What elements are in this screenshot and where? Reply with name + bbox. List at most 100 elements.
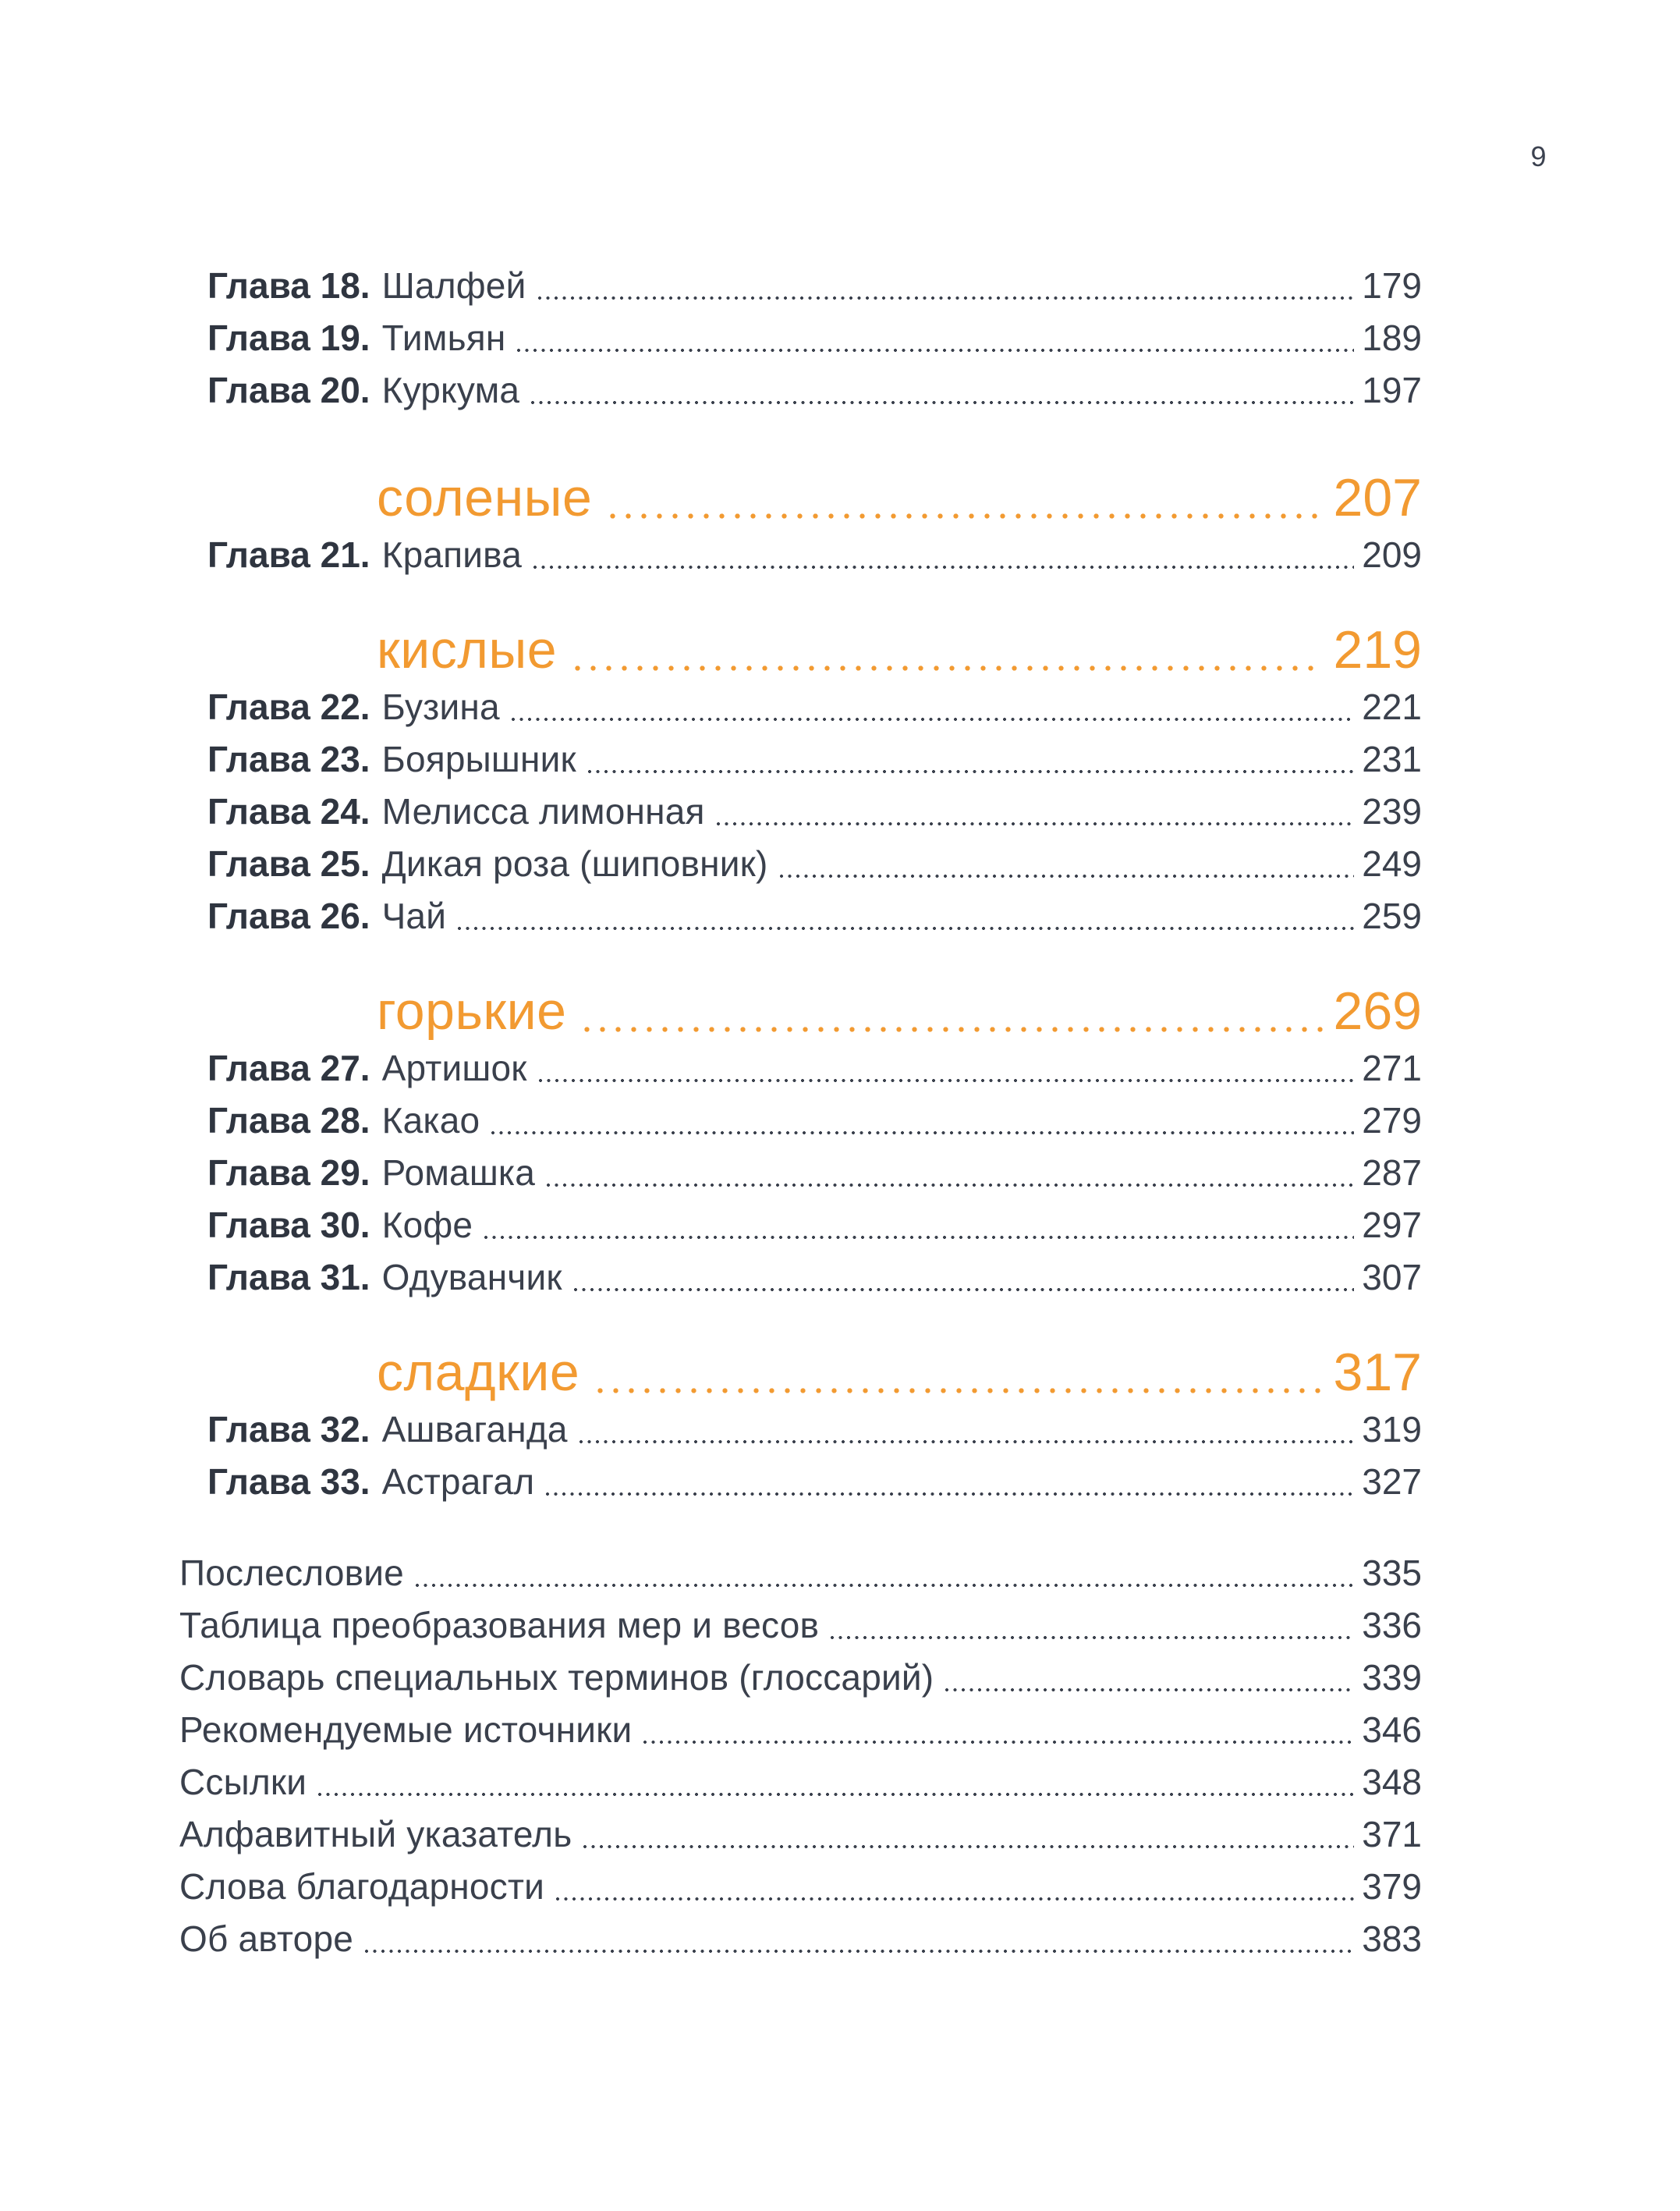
toc-entry: Глава 30. Кофе 297: [179, 1199, 1422, 1251]
page-number: 287: [1362, 1152, 1422, 1193]
dot-leader: [572, 1808, 1362, 1861]
toc-entry: Алфавитный указатель 371: [179, 1808, 1422, 1861]
chapter-title: Ромашка: [381, 1152, 536, 1193]
page-number: 383: [1362, 1918, 1422, 1959]
chapter-title: Ашваганда: [381, 1409, 568, 1450]
chapter-label: Глава 28.: [207, 1100, 370, 1141]
dot-leader: [480, 1095, 1362, 1147]
dot-leader: [562, 1251, 1363, 1304]
table-of-contents: Глава 18. Шалфей 179 Глава 19. Тимьян 18…: [179, 0, 1422, 1965]
toc-entry: Глава 21. Крапива 209: [179, 529, 1422, 581]
chapter-label: Глава 23.: [207, 739, 370, 779]
toc-entry: Словарь специальных терминов (глоссарий)…: [179, 1652, 1422, 1704]
toc-entry: Рекомендуемые источники 346: [179, 1704, 1422, 1756]
page-number: 348: [1362, 1762, 1422, 1802]
section-page-number: 207: [1333, 468, 1422, 527]
page-number: 221: [1362, 687, 1422, 727]
dot-leader: [568, 1404, 1363, 1456]
chapter-label: Глава 18.: [207, 265, 370, 306]
chapter-label: Глава 29.: [207, 1152, 370, 1193]
chapter-group: Глава 32. Ашваганда 319 Глава 33. Астраг…: [179, 1404, 1422, 1508]
dot-leader: [526, 260, 1363, 312]
dot-leader: [576, 733, 1362, 786]
dot-leader: [505, 312, 1362, 364]
chapter-title: Тимьян: [381, 318, 506, 358]
section-title: сладкие: [377, 1343, 580, 1402]
chapter-label: Глава 27.: [207, 1048, 370, 1088]
page-number: 209: [1362, 534, 1422, 575]
chapter-title: Мелисса лимонная: [381, 791, 705, 832]
chapter-title: Крапива: [381, 534, 523, 575]
section-title: горькие: [377, 981, 567, 1041]
toc-entry: Глава 24. Мелисса лимонная 239: [179, 786, 1422, 838]
chapter-title: Шалфей: [381, 265, 526, 306]
page-number: 271: [1362, 1048, 1422, 1088]
page-number: 239: [1362, 791, 1422, 832]
dot-leader: [500, 681, 1363, 733]
chapter-title: Астрагал: [381, 1461, 535, 1502]
dot-leader: [527, 1042, 1363, 1095]
section-page-number: 269: [1333, 981, 1422, 1041]
chapter-title: Одуванчик: [381, 1257, 562, 1297]
chapter-label: Глава 25.: [207, 843, 370, 884]
chapter-label: Глава 32.: [207, 1409, 370, 1450]
chapter-label: Глава 33.: [207, 1461, 370, 1502]
backmatter-title: Послесловие: [179, 1553, 404, 1593]
chapter-group: Глава 22. Бузина 221 Глава 23. Боярышник…: [179, 681, 1422, 942]
backmatter-title: Словарь специальных терминов (глоссарий): [179, 1657, 934, 1698]
chapter-title: Куркума: [381, 370, 520, 410]
chapter-label: Глава 24.: [207, 791, 370, 832]
backmatter-title: Таблица преобразования мер и весов: [179, 1605, 820, 1645]
toc-entry: Глава 32. Ашваганда 319: [179, 1404, 1422, 1456]
page-number: 297: [1362, 1205, 1422, 1245]
chapter-title: Бузина: [381, 687, 500, 727]
page-number: 346: [1362, 1709, 1422, 1750]
page-number: 335: [1362, 1553, 1422, 1593]
backmatter-group: Послесловие 335 Таблица преобразования м…: [179, 1547, 1422, 1965]
dot-leader: [705, 786, 1363, 838]
toc-entry: Глава 25. Дикая роза (шиповник) 249: [179, 838, 1422, 890]
section-heading-salty: соленые 207: [179, 467, 1422, 529]
section-title: соленые: [377, 468, 593, 527]
dot-leader: [522, 529, 1362, 581]
dot-leader: [557, 619, 1333, 681]
dot-leader: [592, 467, 1333, 529]
chapter-label: Глава 26.: [207, 896, 370, 936]
toc-entry: Таблица преобразования мер и весов 336: [179, 1599, 1422, 1652]
chapter-title: Дикая роза (шиповник): [381, 843, 768, 884]
dot-leader: [768, 838, 1363, 890]
toc-entry: Глава 31. Одуванчик 307: [179, 1251, 1422, 1304]
page-number: 249: [1362, 843, 1422, 884]
chapter-title: Чай: [381, 896, 447, 936]
toc-entry: Глава 23. Боярышник 231: [179, 733, 1422, 786]
dot-leader: [535, 1147, 1362, 1199]
chapter-title: Какао: [381, 1100, 480, 1141]
dot-leader: [934, 1652, 1362, 1704]
page-number: 231: [1362, 739, 1422, 779]
page-number: 336: [1362, 1605, 1422, 1645]
section-page-number: 219: [1333, 620, 1422, 680]
chapter-title: Кофе: [381, 1205, 473, 1245]
toc-section-entry: горькие 269: [179, 980, 1422, 1042]
toc-entry: Глава 19. Тимьян 189: [179, 312, 1422, 364]
section-heading-bitter: горькие 269: [179, 980, 1422, 1042]
toc-entry: Глава 18. Шалфей 179: [179, 260, 1422, 312]
dot-leader: [519, 364, 1362, 417]
dot-leader: [566, 980, 1333, 1042]
toc-entry: Об авторе 383: [179, 1913, 1422, 1965]
toc-section-entry: сладкие 317: [179, 1341, 1422, 1404]
toc-entry: Глава 29. Ромашка 287: [179, 1147, 1422, 1199]
dot-leader: [579, 1341, 1333, 1404]
chapter-group: Глава 27. Артишок 271 Глава 28. Какао 27…: [179, 1042, 1422, 1304]
page-number: 379: [1362, 1866, 1422, 1907]
chapter-label: Глава 20.: [207, 370, 370, 410]
dot-leader: [473, 1199, 1362, 1251]
page-number: 279: [1362, 1100, 1422, 1141]
backmatter-title: Об авторе: [179, 1918, 354, 1959]
dot-leader: [632, 1704, 1362, 1756]
dot-leader: [534, 1456, 1362, 1508]
chapter-title: Артишок: [381, 1048, 527, 1088]
chapter-group: Глава 21. Крапива 209: [179, 529, 1422, 581]
page-number: 179: [1362, 265, 1422, 306]
page-number: 327: [1362, 1461, 1422, 1502]
